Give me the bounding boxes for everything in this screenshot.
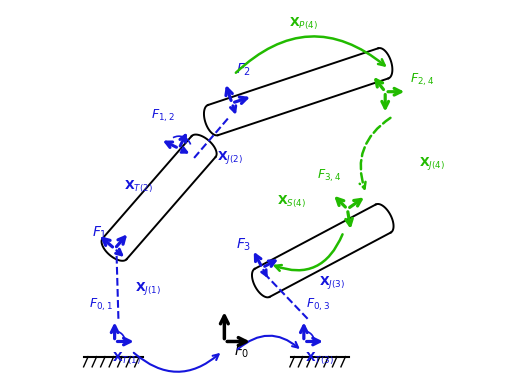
Text: $\mathbf{X}_{J(1)}$: $\mathbf{X}_{J(1)}$ bbox=[136, 280, 161, 297]
FancyArrowPatch shape bbox=[238, 336, 298, 349]
Text: $\mathbf{X}_{J(3)}$: $\mathbf{X}_{J(3)}$ bbox=[319, 274, 345, 291]
Text: $F_2$: $F_2$ bbox=[236, 62, 251, 78]
Text: $F_{2,4}$: $F_{2,4}$ bbox=[410, 71, 434, 88]
Text: $F_{0,3}$: $F_{0,3}$ bbox=[306, 297, 330, 313]
Text: $F_{0,1}$: $F_{0,1}$ bbox=[89, 297, 113, 313]
FancyArrowPatch shape bbox=[360, 118, 390, 189]
Text: $F_{1,2}$: $F_{1,2}$ bbox=[151, 108, 175, 124]
Text: $F_1$: $F_1$ bbox=[92, 225, 107, 241]
Text: $\mathbf{X}_{S(4)}$: $\mathbf{X}_{S(4)}$ bbox=[277, 193, 306, 210]
Text: $\mathbf{X}_{P(4)}$: $\mathbf{X}_{P(4)}$ bbox=[289, 16, 318, 32]
FancyArrowPatch shape bbox=[134, 353, 219, 372]
Text: $\mathbf{X}_{T(3)}$: $\mathbf{X}_{T(3)}$ bbox=[305, 351, 334, 367]
Text: $F_0$: $F_0$ bbox=[234, 343, 250, 360]
Text: $\mathbf{X}_{J(2)}$: $\mathbf{X}_{J(2)}$ bbox=[217, 149, 243, 166]
Text: $\mathbf{X}_{T(1)}$: $\mathbf{X}_{T(1)}$ bbox=[112, 351, 140, 367]
Text: $F_3$: $F_3$ bbox=[236, 236, 251, 253]
Text: $\mathbf{X}_{J(4)}$: $\mathbf{X}_{J(4)}$ bbox=[419, 155, 445, 172]
Text: $\mathbf{X}_{T(2)}$: $\mathbf{X}_{T(2)}$ bbox=[124, 179, 153, 195]
FancyArrowPatch shape bbox=[236, 36, 385, 73]
Text: $F_{3,4}$: $F_{3,4}$ bbox=[317, 168, 342, 184]
FancyArrowPatch shape bbox=[275, 234, 343, 271]
